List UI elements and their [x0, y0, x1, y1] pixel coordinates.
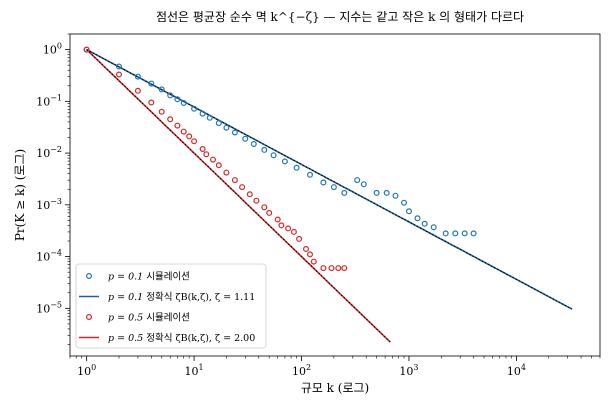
- simulation-point-2: [199, 146, 206, 153]
- simulation-point-2: [328, 265, 335, 272]
- simulation-point-0: [383, 189, 390, 196]
- simulation-point-2: [253, 197, 260, 204]
- simulation-point-0: [354, 177, 361, 184]
- simulation-point-2: [83, 46, 90, 53]
- simulation-point-0: [206, 114, 213, 121]
- simulation-point-0: [341, 189, 348, 196]
- simulation-point-0: [158, 86, 165, 93]
- simulation-point-0: [250, 141, 257, 148]
- simulation-point-2: [203, 151, 210, 158]
- simulation-point-0: [199, 110, 206, 117]
- x-tick-label: 104: [507, 363, 526, 378]
- simulation-point-0: [421, 220, 428, 227]
- simulation-point-2: [303, 246, 310, 253]
- simulation-point-2: [167, 116, 174, 123]
- simulation-point-2: [320, 265, 327, 272]
- y-tick-label: 10−4: [36, 249, 62, 264]
- reference-power-law-line: [86, 49, 573, 310]
- legend-label: p = 0.5 시뮬레이션: [108, 313, 190, 324]
- legend: p = 0.1 시뮬레이션 p = 0.1 정확식 ζB(k,ζ), ζ = 1.…: [75, 263, 267, 349]
- simulation-point-0: [307, 171, 314, 178]
- simulation-point-0: [293, 164, 300, 171]
- legend-box: [75, 263, 267, 349]
- simulation-point-2: [148, 99, 155, 106]
- simulation-point-2: [239, 184, 246, 191]
- simulation-point-2: [335, 265, 342, 272]
- plot-content: [83, 46, 573, 343]
- legend-label: p = 0.1 정확식 ζB(k,ζ), ζ = 1.11: [108, 291, 255, 303]
- simulation-point-0: [470, 230, 477, 237]
- legend-marker-swatch: [85, 314, 92, 321]
- simulation-point-0: [281, 158, 288, 165]
- simulation-point-2: [180, 128, 187, 135]
- y-tick-label: 10−5: [36, 300, 62, 315]
- simulation-point-2: [296, 235, 303, 242]
- simulation-point-0: [148, 80, 155, 87]
- reference-power-law-line: [86, 49, 391, 343]
- simulation-point-0: [461, 230, 468, 237]
- simulation-point-2: [215, 162, 222, 169]
- simulation-point-0: [320, 179, 327, 186]
- y-tick-label: 10−1: [36, 93, 62, 108]
- x-tick-label: 100: [77, 363, 96, 378]
- simulation-point-0: [231, 129, 238, 136]
- simulation-point-2: [307, 251, 314, 258]
- simulation-point-0: [174, 96, 181, 103]
- simulation-point-0: [430, 224, 437, 231]
- simulation-point-0: [392, 192, 399, 199]
- y-tick-label: 100: [43, 42, 62, 57]
- simulation-point-2: [266, 209, 273, 216]
- simulation-point-0: [115, 63, 122, 70]
- x-tick-label: 102: [292, 363, 311, 378]
- simulation-point-0: [406, 208, 413, 215]
- simulation-point-0: [360, 181, 367, 188]
- simulation-point-0: [452, 230, 459, 237]
- y-axis-label: Pr(K ≥ k) (로그): [13, 149, 27, 241]
- simulation-point-2: [231, 177, 238, 184]
- simulation-point-2: [210, 156, 217, 163]
- simulation-point-0: [401, 199, 408, 206]
- simulation-point-0: [180, 99, 187, 106]
- simulation-point-2: [285, 225, 292, 232]
- simulation-point-0: [223, 124, 230, 131]
- simulation-point-2: [341, 265, 348, 272]
- simulation-point-0: [261, 146, 268, 153]
- simulation-point-2: [310, 258, 317, 265]
- simulation-point-2: [278, 222, 285, 229]
- legend-label: p = 0.1 시뮬레이션: [108, 272, 190, 283]
- y-tick-label: 10−2: [36, 145, 62, 160]
- simulation-point-2: [246, 191, 253, 198]
- simulation-point-2: [115, 71, 122, 78]
- simulation-point-2: [158, 108, 165, 115]
- simulation-point-0: [191, 105, 198, 112]
- simulation-point-2: [223, 169, 230, 176]
- legend-label: p = 0.5 정확식 ζB(k,ζ), ζ = 2.00: [108, 332, 255, 344]
- simulation-point-2: [261, 204, 268, 211]
- legend-marker-swatch: [85, 273, 92, 280]
- chart-title: 점선은 평균장 순수 멱 k^{−ζ} — 지수는 같고 작은 k 의 형태가 …: [156, 10, 524, 24]
- simulation-point-2: [191, 138, 198, 145]
- simulation-point-0: [242, 135, 249, 142]
- simulation-point-0: [270, 152, 277, 159]
- simulation-point-0: [442, 230, 449, 237]
- simulation-point-0: [373, 189, 380, 196]
- simulation-point-2: [290, 228, 297, 235]
- simulation-point-0: [167, 92, 174, 99]
- simulation-point-0: [330, 184, 337, 191]
- simulation-point-0: [134, 73, 141, 80]
- x-axis-label: 규모 k (로그): [301, 381, 369, 395]
- axis-ticks: 100 101 102 103 104 10−5 10−4 10−3 10−2 10−1 100: [36, 33, 601, 378]
- simulation-point-2: [186, 133, 193, 140]
- simulation-point-2: [134, 87, 141, 94]
- x-tick-label: 103: [399, 363, 418, 378]
- x-tick-label: 101: [185, 363, 204, 378]
- series-layer: [83, 46, 573, 343]
- simulation-point-2: [274, 216, 281, 223]
- y-tick-label: 10−3: [36, 197, 62, 212]
- simulation-point-0: [215, 120, 222, 127]
- simulation-point-2: [174, 122, 181, 129]
- simulation-point-0: [414, 215, 421, 222]
- plot-area-frame: [69, 33, 601, 357]
